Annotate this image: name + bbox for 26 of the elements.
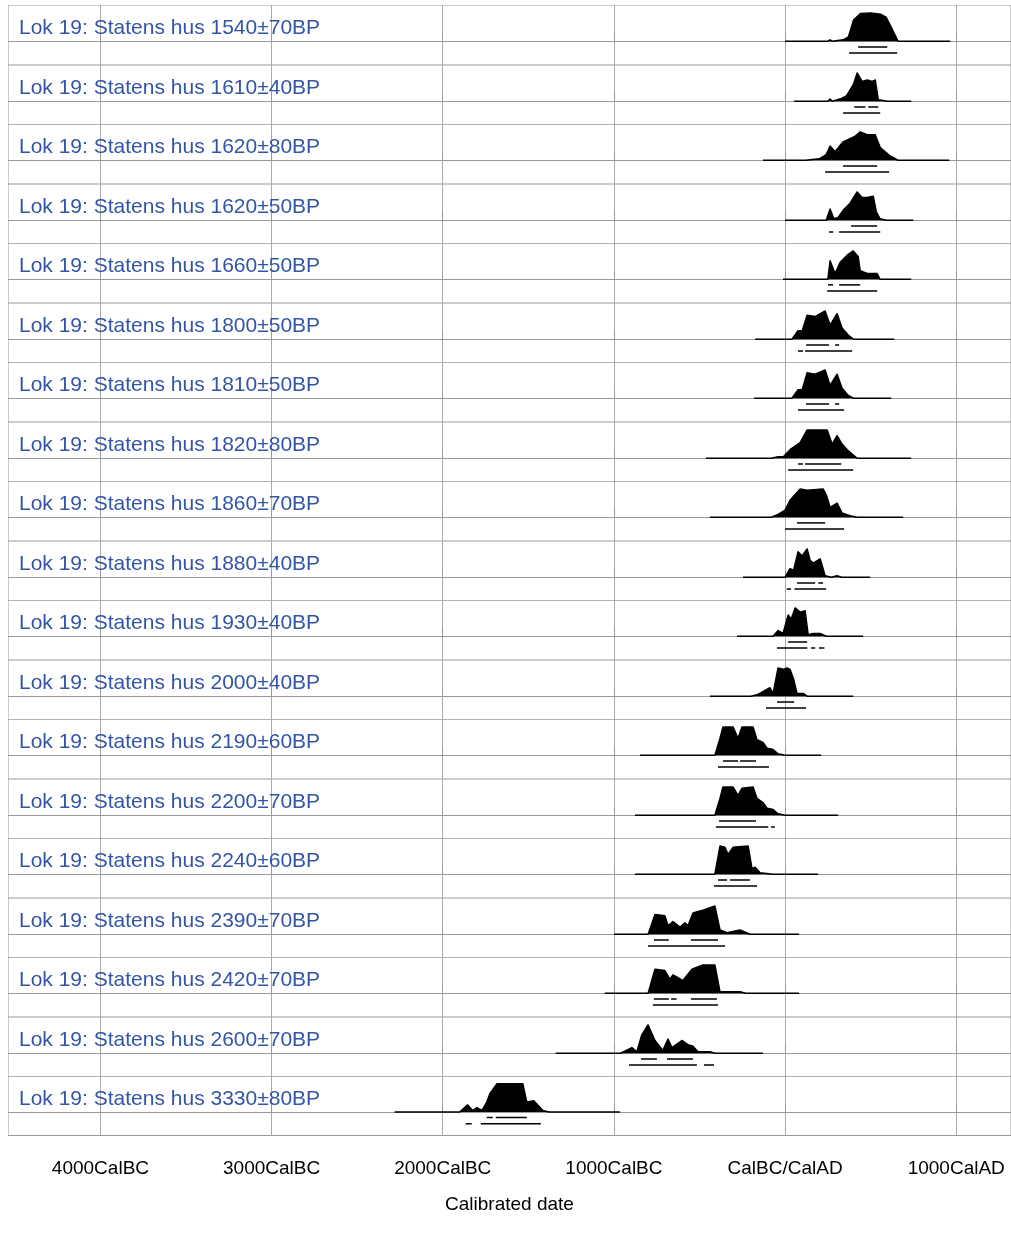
chart-title: Lok 19: Statens hus 1540±70BP (19, 15, 321, 38)
chart-title: Lok 19: Statens hus 2240±60BP (19, 848, 321, 871)
x-tick-label: 2000CalBC (394, 1156, 492, 1178)
chart-title: Lok 19: Statens hus 1860±70BP (19, 491, 321, 514)
chart-title: Lok 19: Statens hus 1660±50BP (19, 253, 321, 276)
chart-title: Lok 19: Statens hus 2190±60BP (19, 729, 321, 752)
chart-title: Lok 19: Statens hus 1930±40BP (19, 610, 321, 633)
x-tick-label: 4000CalBC (51, 1156, 150, 1178)
x-tick-label: 1000CalBC (565, 1156, 663, 1178)
x-tick-label: 1000CalAD (907, 1156, 1005, 1178)
chart-title: Lok 19: Statens hus 2000±40BP (19, 669, 321, 693)
chart-title: Lok 19: Statens hus 1820±80BP (19, 431, 321, 455)
chart-title: Lok 19: Statens hus 1610±40BP (19, 74, 321, 98)
chart-title: Lok 19: Statens hus 2420±70BP (19, 967, 321, 990)
x-tick-label: 3000CalBC (223, 1156, 321, 1178)
chart-title: Lok 19: Statens hus 1810±50BP (19, 372, 321, 395)
chart-title: Lok 19: Statens hus 2390±70BP (19, 907, 321, 931)
chart-title: Lok 19: Statens hus 2200±70BP (19, 788, 321, 812)
x-axis-title: Calibrated date (445, 1192, 574, 1214)
chart-title: Lok 19: Statens hus 3330±80BP (19, 1086, 321, 1109)
chart-title: Lok 19: Statens hus 1880±40BP (19, 550, 321, 574)
x-tick-label: CalBC/CalAD (727, 1156, 843, 1178)
chart-title: Lok 19: Statens hus 1800±50BP (19, 312, 321, 336)
chart-title: Lok 19: Statens hus 1620±50BP (19, 193, 321, 217)
chart-title: Lok 19: Statens hus 2600±70BP (19, 1026, 321, 1050)
chart-title: Lok 19: Statens hus 1620±80BP (19, 134, 321, 157)
